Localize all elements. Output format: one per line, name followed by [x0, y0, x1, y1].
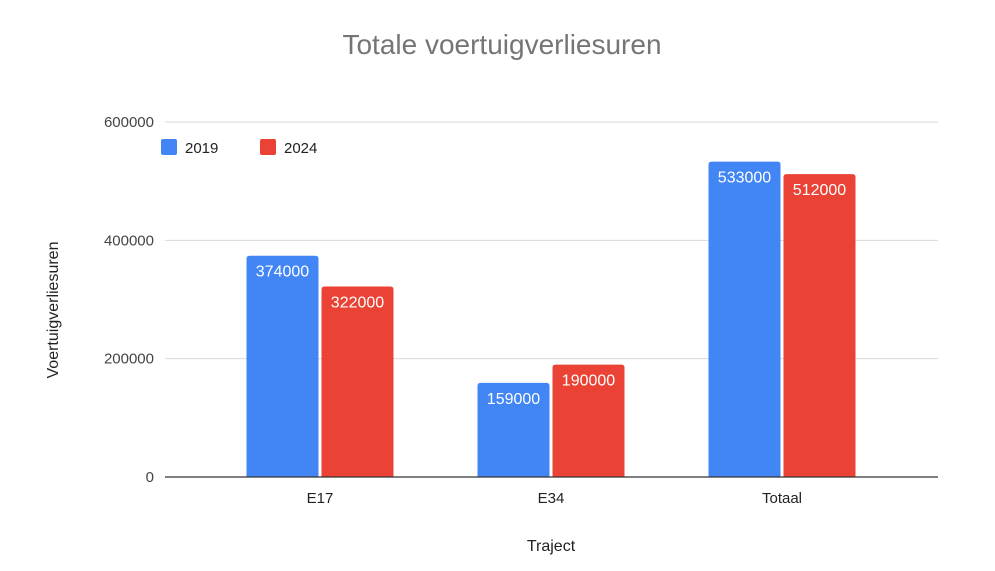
data-label-2024-totaal: 512000: [793, 182, 846, 199]
x-axis-title: Traject: [527, 538, 576, 555]
y-tick-label: 600000: [104, 114, 154, 131]
legend: 2019 2024: [161, 139, 317, 157]
bar-2019-e17: [246, 255, 319, 477]
y-tick-label: 0: [146, 469, 154, 486]
bars: [246, 161, 856, 478]
data-label-2019-totaal: 533000: [718, 170, 771, 187]
x-tick-label: E34: [538, 490, 565, 507]
data-label-2019-e34: 159000: [487, 391, 540, 408]
x-tick-label: E17: [307, 490, 334, 507]
legend-label-2024: 2024: [284, 140, 317, 157]
y-tick-label: 400000: [104, 232, 154, 249]
data-label-2024-e34: 190000: [562, 373, 615, 390]
y-tick-label: 200000: [104, 351, 154, 368]
x-tick-label: Totaal: [762, 490, 802, 507]
legend-label-2019: 2019: [185, 140, 218, 157]
legend-swatch-2019: [161, 139, 177, 155]
data-label-2019-e17: 374000: [256, 264, 309, 281]
y-axis-title: Voertuigverliesuren: [45, 242, 62, 379]
bar-2019-e34: [477, 382, 550, 477]
bar-2024-e17: [321, 286, 394, 477]
legend-swatch-2024: [260, 139, 276, 155]
bar-2024-totaal: [783, 174, 856, 478]
bar-labels: 374000 322000 159000 190000 533000 512000: [256, 170, 846, 408]
x-axis-labels: E17 E34 Totaal: [307, 490, 802, 507]
bar-2024-e34: [552, 364, 625, 477]
bar-2019-totaal: [708, 161, 781, 477]
chart-title: Totale voertuigverliesuren: [342, 29, 661, 60]
data-label-2024-e17: 322000: [331, 294, 384, 311]
y-axis-ticks: 0 200000 400000 600000: [104, 114, 154, 486]
